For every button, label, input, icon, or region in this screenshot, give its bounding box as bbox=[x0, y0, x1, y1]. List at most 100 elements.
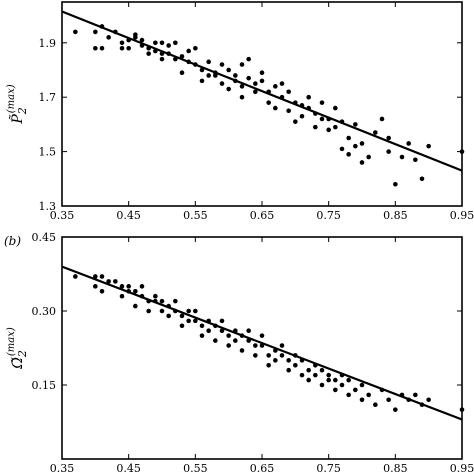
panel-2-ytick-label: 0.45 bbox=[32, 231, 57, 244]
panel-2-data-point bbox=[159, 308, 165, 314]
panel-1-data-point bbox=[253, 81, 258, 86]
panel-1-data-point bbox=[239, 84, 245, 89]
panel-2-data-point bbox=[259, 333, 265, 338]
panel-1-data-point bbox=[119, 40, 125, 46]
panel-2-data-point bbox=[246, 328, 251, 334]
panel-1-data-point bbox=[426, 143, 431, 149]
panel-1-data-point bbox=[173, 56, 178, 62]
panel-2-data-point bbox=[179, 323, 185, 329]
panel-2-data-point bbox=[253, 353, 258, 358]
panel-1-data-point bbox=[339, 119, 345, 124]
panel-1-data-point bbox=[266, 100, 271, 105]
panel-2-data-point bbox=[253, 343, 258, 348]
panel-2-data-point bbox=[273, 348, 278, 353]
panel-2-data-point bbox=[193, 308, 198, 314]
panel-1-data-point bbox=[93, 29, 98, 35]
panel-2-data-point bbox=[393, 407, 398, 412]
panel-1-data-point bbox=[299, 113, 305, 119]
panel-2-xtick-label: 0.75 bbox=[316, 462, 341, 474]
panel-2-data-point bbox=[219, 318, 225, 324]
panel-2-data-point bbox=[313, 372, 318, 378]
panel-1-data-point bbox=[266, 89, 271, 95]
panel-2-xtick-label: 0.55 bbox=[183, 462, 208, 474]
panel-2-data-point bbox=[146, 298, 151, 304]
panel-1-data-point bbox=[406, 141, 411, 146]
panel-1-data-point bbox=[246, 75, 251, 81]
panel-1-data-point bbox=[153, 40, 158, 46]
panel-1-data-point bbox=[206, 73, 211, 78]
panel-2-data-point bbox=[359, 397, 365, 403]
panel-1-data-point bbox=[373, 130, 378, 135]
panel-2-data-point bbox=[213, 323, 218, 329]
panel-2-data-point bbox=[339, 382, 345, 388]
panel-2-data-point bbox=[279, 343, 285, 348]
panel-2-data-point bbox=[299, 358, 305, 363]
panel-1-data-point bbox=[99, 45, 105, 51]
panel-2-data-point bbox=[139, 293, 145, 299]
panel-1-data-point bbox=[226, 86, 231, 92]
panel-2-data-point bbox=[246, 338, 251, 343]
panel-1-xtick-label: 0.35 bbox=[50, 209, 75, 222]
panel-2-data-point bbox=[386, 397, 391, 403]
panel-1-data-point bbox=[173, 40, 178, 46]
panel-2-panel-label: (b) bbox=[4, 234, 21, 248]
panel-2-data-point bbox=[379, 387, 385, 393]
panel-1-data-point bbox=[186, 59, 191, 65]
panel-1-data-point bbox=[346, 152, 351, 157]
panel-2-data-point bbox=[153, 293, 158, 299]
panel-2-data-point bbox=[239, 348, 245, 353]
panel-2-data-point bbox=[119, 284, 125, 289]
panel-1-data-point bbox=[339, 146, 345, 152]
panel-2-data-point bbox=[99, 288, 105, 294]
panel-2-data-point bbox=[273, 358, 278, 363]
panel-2-data-point bbox=[133, 288, 138, 294]
panel-1-data-point bbox=[386, 135, 391, 141]
panel-1-xtick-label: 0.85 bbox=[383, 209, 408, 222]
panel-2-data-point bbox=[419, 402, 425, 408]
panel-1-data-point bbox=[213, 73, 218, 78]
panel-1-data-point bbox=[319, 116, 325, 122]
panel-1-data-point bbox=[346, 135, 351, 141]
panel-2-data-point bbox=[313, 362, 318, 368]
panel-2-data-point bbox=[333, 377, 338, 383]
panel-2-data-point bbox=[306, 367, 311, 373]
panel-1-data-point bbox=[166, 43, 171, 48]
panel-1-data-point bbox=[279, 94, 285, 100]
panel-1-data-point bbox=[379, 116, 385, 122]
panel-1-data-point bbox=[366, 154, 371, 160]
panel-1-data-point bbox=[133, 35, 138, 40]
panel-2-data-point bbox=[279, 353, 285, 358]
panel-2-data-point bbox=[126, 288, 131, 294]
panel-2-data-point bbox=[199, 333, 205, 338]
panel-2-data-point bbox=[286, 367, 291, 373]
panel-1-data-point bbox=[253, 89, 258, 95]
panel-1-xtick-label: 0.95 bbox=[450, 209, 474, 222]
panel-2-data-point bbox=[206, 328, 211, 334]
panel-2-data-point bbox=[193, 318, 198, 324]
panel-1-data-point bbox=[359, 141, 365, 146]
panel-1-data-point bbox=[293, 100, 298, 105]
panel-2-data-point bbox=[206, 318, 211, 324]
panel-1-axes-frame bbox=[61, 1, 463, 207]
panel-2-data-point bbox=[286, 358, 291, 363]
panel-2-data-point bbox=[173, 308, 178, 314]
panel-1-xtick-label: 0.75 bbox=[316, 209, 341, 222]
panel-2-data-point bbox=[293, 353, 298, 358]
panel-2-data-point bbox=[333, 387, 338, 393]
panel-2-xtick-label: 0.95 bbox=[450, 462, 474, 474]
panel-1-data-point bbox=[333, 124, 338, 130]
panel-2-data-point bbox=[366, 392, 371, 398]
panel-1-data-point bbox=[219, 62, 225, 67]
panel-2-xtick-label: 0.35 bbox=[50, 462, 75, 474]
panel-2-data-point bbox=[293, 362, 298, 368]
panel-1-data-point bbox=[146, 51, 151, 56]
panel-2-data-point bbox=[226, 343, 231, 348]
panel-2-xtick-label: 0.45 bbox=[116, 462, 141, 474]
panel-2-data-point bbox=[346, 392, 351, 398]
panel-2-data-point bbox=[373, 402, 378, 408]
panel-1-data-point bbox=[139, 37, 145, 43]
panel-1-data-point bbox=[159, 40, 165, 46]
panel-1-data-point bbox=[113, 29, 118, 35]
panel-2-data-point bbox=[326, 377, 331, 383]
